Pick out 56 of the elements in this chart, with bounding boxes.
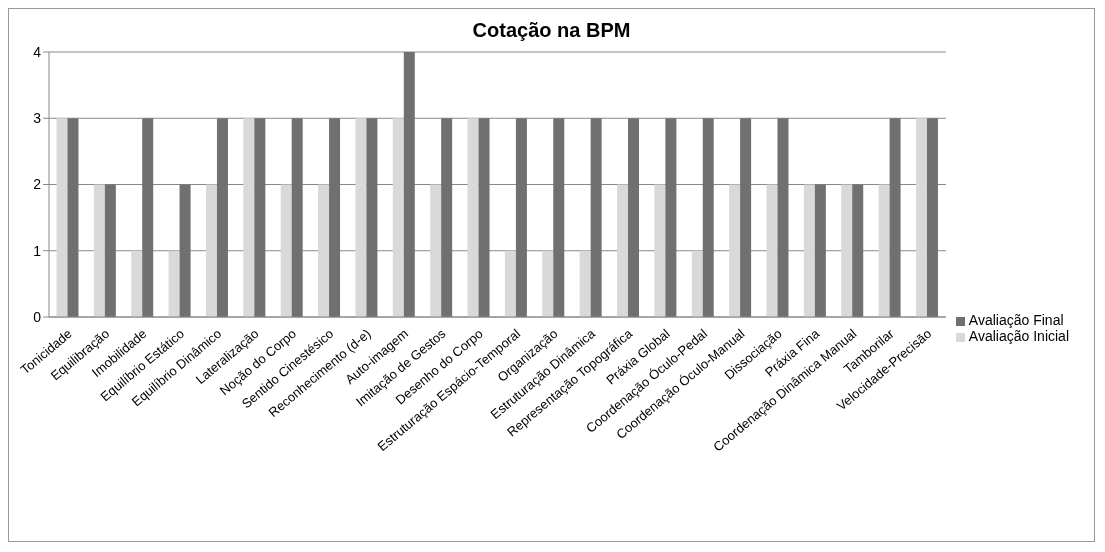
bar: [617, 184, 629, 317]
legend-label: Avaliação Final: [968, 312, 1064, 328]
bar: [104, 184, 116, 317]
bar: [142, 118, 154, 317]
bar: [841, 184, 853, 317]
bar: [740, 118, 752, 317]
y-tick-label: 0: [33, 308, 42, 325]
bar: [430, 184, 442, 317]
bar: [179, 184, 191, 317]
bar: [131, 250, 143, 317]
bar: [318, 184, 330, 317]
y-tick-label: 3: [33, 110, 42, 127]
bar: [254, 118, 266, 317]
bar: [814, 184, 826, 317]
bar: [291, 118, 303, 317]
bar: [467, 118, 479, 317]
legend-label: Avaliação Inicial: [968, 328, 1069, 344]
bar: [355, 118, 367, 317]
chart-title: Cotação na BPM: [471, 19, 632, 42]
bar: [403, 52, 415, 317]
bar: [56, 118, 68, 317]
bar: [702, 118, 714, 317]
bar: [329, 118, 341, 317]
bar: [515, 118, 527, 317]
bar: [392, 118, 404, 317]
y-tick-label: 2: [33, 176, 42, 193]
bar: [67, 118, 79, 317]
y-tick-label: 1: [33, 242, 42, 259]
bar: [366, 118, 378, 317]
bar: [878, 184, 890, 317]
bar: [168, 250, 180, 317]
bar: [915, 118, 927, 317]
bar: [777, 118, 789, 317]
bar: [590, 118, 602, 317]
bar: [691, 250, 703, 317]
bar: [93, 184, 105, 317]
bar: [205, 184, 217, 317]
bar: [654, 184, 666, 317]
bar: [542, 250, 554, 317]
y-tick-label: 4: [33, 43, 42, 60]
bar: [628, 118, 640, 317]
bar: [852, 184, 864, 317]
bar: [665, 118, 677, 317]
bar: [889, 118, 901, 317]
bar: [553, 118, 565, 317]
bar: [243, 118, 255, 317]
bar: [926, 118, 938, 317]
bar: [729, 184, 741, 317]
bar: [216, 118, 228, 317]
bar: [803, 184, 815, 317]
bar: [766, 184, 778, 317]
bar: [441, 118, 453, 317]
bar: [504, 250, 516, 317]
bar: [478, 118, 490, 317]
bar: [579, 250, 591, 317]
bar: [280, 184, 292, 317]
